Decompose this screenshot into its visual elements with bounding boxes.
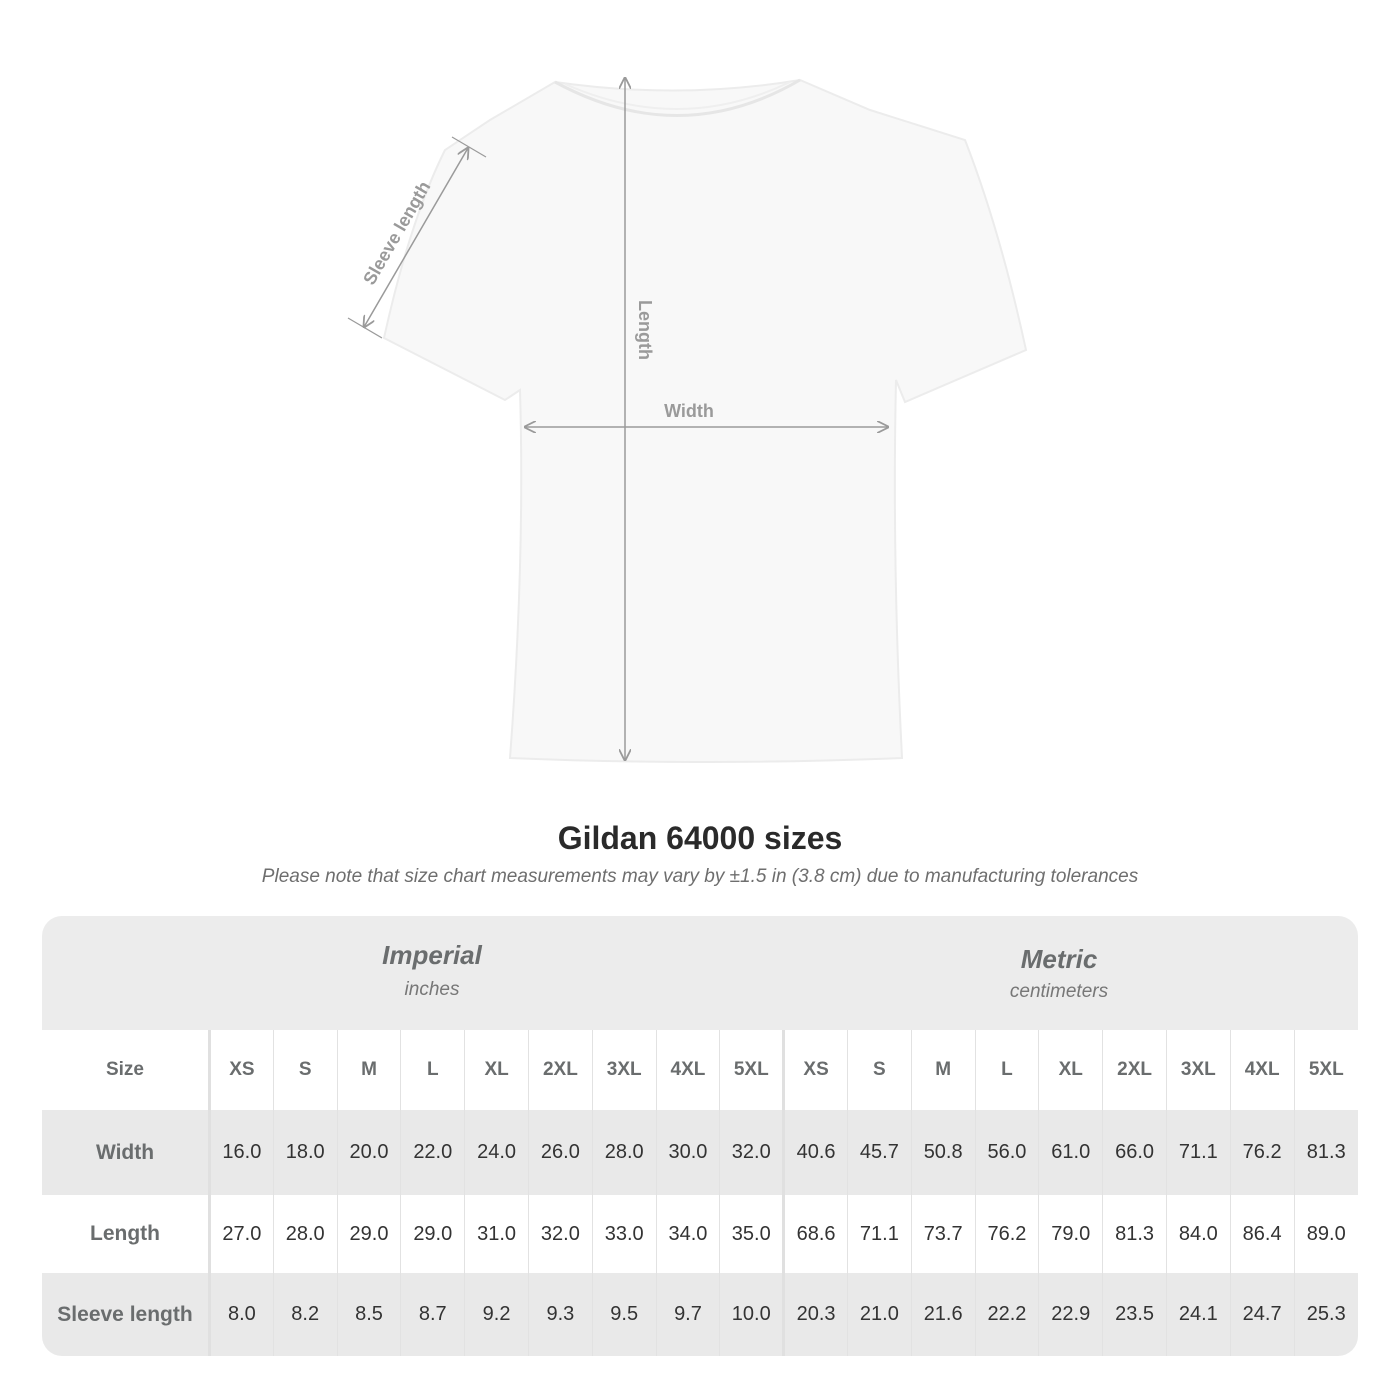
imperial-value-cell: 8.2 (272, 1273, 338, 1356)
imperial-value-cell: 27.0 (209, 1195, 274, 1273)
size-header-row: Size XS S M L XL 2XL 3XL 4XL 5XL XS S M L XL 2XL 3XL 4XL 5… (42, 1030, 1358, 1110)
metric-value-cell: 84.0 (1165, 1195, 1231, 1273)
metric-value-cell: 24.1 (1165, 1273, 1231, 1356)
imperial-value-cell: 29.0 (336, 1195, 401, 1273)
metric-unit: centimeters (1009, 981, 1109, 1002)
imperial-value-cell: 29.0 (400, 1195, 465, 1273)
metric-value-cell: 89.0 (1293, 1195, 1358, 1273)
metric-size-header: L (974, 1030, 1039, 1110)
tshirt-shape (382, 78, 1028, 763)
metric-value-cell: 20.3 (782, 1273, 848, 1356)
metric-value-cell: 40.6 (782, 1110, 848, 1195)
metric-size-header: XL (1038, 1030, 1103, 1110)
imperial-value-cell: 9.5 (591, 1273, 657, 1356)
metric-title: Metric (1020, 944, 1098, 974)
imperial-value-cell: 22.0 (400, 1110, 465, 1195)
imperial-heading: Imperial inches (210, 940, 654, 1001)
metric-size-header: 2XL (1102, 1030, 1167, 1110)
metric-value-cell: 22.9 (1038, 1273, 1103, 1356)
table-row: Width 16.0 18.0 20.0 22.0 24.0 26.0 28.0 30.0 32.… (42, 1110, 1358, 1195)
width-label: Width (664, 401, 714, 421)
tshirt-diagram: Width Length Sleeve length (347, 0, 1028, 763)
row-label: Sleeve length (42, 1273, 211, 1356)
metric-value-cell: 71.1 (846, 1195, 912, 1273)
imperial-value-cell: 32.0 (527, 1195, 593, 1273)
metric-value-cell: 76.2 (974, 1195, 1039, 1273)
size-grid: Size XS S M L XL 2XL 3XL 4XL 5XL XS S M L XL 2XL 3XL 4XL 5… (42, 1030, 1358, 1356)
imperial-size-header: 4XL (655, 1030, 720, 1110)
imperial-value-cell: 18.0 (272, 1110, 338, 1195)
imperial-size-header: XL (464, 1030, 529, 1110)
metric-value-cell: 76.2 (1229, 1110, 1295, 1195)
size-header-label: Size (42, 1030, 211, 1110)
imperial-size-header: 5XL (719, 1030, 784, 1110)
imperial-value-cell: 8.7 (400, 1273, 465, 1356)
table-row: Length 27.0 28.0 29.0 29.0 31.0 32.0 33.0 34.0 35… (42, 1195, 1358, 1273)
metric-size-header: M (910, 1030, 976, 1110)
imperial-value-cell: 28.0 (272, 1195, 338, 1273)
table-header-band: Imperial inches Metric centimeters (42, 916, 1358, 1030)
metric-value-cell: 21.0 (846, 1273, 912, 1356)
row-label: Length (42, 1195, 211, 1273)
imperial-size-header: 2XL (527, 1030, 593, 1110)
imperial-title: Imperial (382, 940, 482, 970)
metric-value-cell: 81.3 (1102, 1195, 1167, 1273)
imperial-value-cell: 33.0 (591, 1195, 657, 1273)
metric-value-cell: 73.7 (910, 1195, 976, 1273)
length-label: Length (635, 300, 655, 360)
metric-heading: Metric centimeters (784, 944, 1334, 1003)
imperial-value-cell: 30.0 (655, 1110, 720, 1195)
metric-value-cell: 79.0 (1038, 1195, 1103, 1273)
metric-value-cell: 86.4 (1229, 1195, 1295, 1273)
metric-value-cell: 50.8 (910, 1110, 976, 1195)
metric-size-header: XS (782, 1030, 848, 1110)
metric-value-cell: 21.6 (910, 1273, 976, 1356)
metric-size-header: 4XL (1229, 1030, 1295, 1110)
imperial-size-header: L (400, 1030, 465, 1110)
row-label: Width (42, 1110, 211, 1195)
imperial-value-cell: 8.5 (336, 1273, 401, 1356)
tolerance-note: Please note that size chart measurements… (261, 866, 1139, 887)
imperial-value-cell: 9.7 (655, 1273, 720, 1356)
metric-value-cell: 56.0 (974, 1110, 1039, 1195)
imperial-size-header: S (272, 1030, 338, 1110)
metric-value-cell: 71.1 (1165, 1110, 1231, 1195)
metric-value-cell: 23.5 (1102, 1273, 1167, 1356)
metric-value-cell: 22.2 (974, 1273, 1039, 1356)
metric-value-cell: 24.7 (1229, 1273, 1295, 1356)
imperial-size-header: 3XL (591, 1030, 657, 1110)
metric-size-header: 3XL (1165, 1030, 1231, 1110)
imperial-value-cell: 8.0 (209, 1273, 274, 1356)
imperial-value-cell: 34.0 (655, 1195, 720, 1273)
imperial-value-cell: 28.0 (591, 1110, 657, 1195)
imperial-value-cell: 20.0 (336, 1110, 401, 1195)
table-row: Sleeve length 8.0 8.2 8.5 8.7 9.2 9.3 9.5 9.7 10.… (42, 1273, 1358, 1356)
metric-value-cell: 25.3 (1293, 1273, 1358, 1356)
imperial-value-cell: 24.0 (464, 1110, 529, 1195)
imperial-value-cell: 31.0 (464, 1195, 529, 1273)
imperial-value-cell: 10.0 (719, 1273, 784, 1356)
imperial-value-cell: 35.0 (719, 1195, 784, 1273)
imperial-value-cell: 9.2 (464, 1273, 529, 1356)
imperial-value-cell: 26.0 (527, 1110, 593, 1195)
imperial-value-cell: 16.0 (209, 1110, 274, 1195)
imperial-size-header: M (336, 1030, 401, 1110)
imperial-size-header: XS (209, 1030, 274, 1110)
chart-title: Gildan 64000 sizes (557, 820, 843, 856)
metric-size-header: S (846, 1030, 912, 1110)
imperial-value-cell: 9.3 (527, 1273, 593, 1356)
metric-value-cell: 45.7 (846, 1110, 912, 1195)
size-table: Imperial inches Metric centimeters Size X… (42, 916, 1358, 1356)
metric-value-cell: 81.3 (1293, 1110, 1358, 1195)
imperial-value-cell: 32.0 (719, 1110, 784, 1195)
imperial-unit: inches (404, 979, 460, 1000)
metric-value-cell: 68.6 (782, 1195, 848, 1273)
metric-value-cell: 61.0 (1038, 1110, 1103, 1195)
metric-size-header: 5XL (1293, 1030, 1358, 1110)
metric-value-cell: 66.0 (1102, 1110, 1167, 1195)
sleeve-arrow (364, 148, 468, 327)
